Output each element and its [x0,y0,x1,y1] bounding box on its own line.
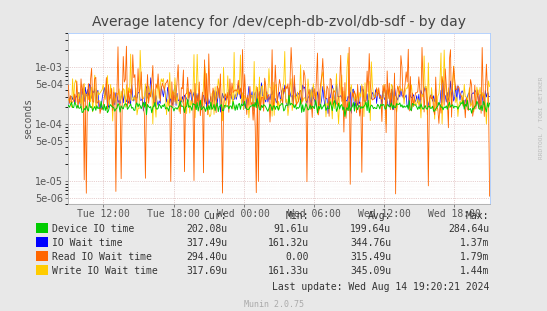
Text: RRDTOOL / TOBI OETIKER: RRDTOOL / TOBI OETIKER [538,77,543,160]
Text: Read IO Wait time: Read IO Wait time [52,252,152,262]
Text: 294.40u: 294.40u [186,252,227,262]
Text: 161.33u: 161.33u [268,266,309,276]
Text: Write IO Wait time: Write IO Wait time [52,266,158,276]
Text: 315.49u: 315.49u [350,252,391,262]
Text: 1.44m: 1.44m [460,266,490,276]
Y-axis label: seconds: seconds [24,98,33,139]
Text: 0.00: 0.00 [286,252,309,262]
Text: 1.79m: 1.79m [460,252,490,262]
Text: 91.61u: 91.61u [274,224,309,234]
Title: Average latency for /dev/ceph-db-zvol/db-sdf - by day: Average latency for /dev/ceph-db-zvol/db… [92,15,466,29]
Text: Device IO time: Device IO time [52,224,134,234]
Text: Max:: Max: [466,211,490,221]
Text: Munin 2.0.75: Munin 2.0.75 [243,300,304,309]
Text: Min:: Min: [286,211,309,221]
Text: Last update: Wed Aug 14 19:20:21 2024: Last update: Wed Aug 14 19:20:21 2024 [272,282,490,292]
Text: 345.09u: 345.09u [350,266,391,276]
Text: 344.76u: 344.76u [350,238,391,248]
Text: 317.69u: 317.69u [186,266,227,276]
Text: 317.49u: 317.49u [186,238,227,248]
Text: 202.08u: 202.08u [186,224,227,234]
Text: 161.32u: 161.32u [268,238,309,248]
Text: Avg:: Avg: [368,211,391,221]
Text: 1.37m: 1.37m [460,238,490,248]
Text: Cur:: Cur: [203,211,227,221]
Text: 199.64u: 199.64u [350,224,391,234]
Text: 284.64u: 284.64u [449,224,490,234]
Text: IO Wait time: IO Wait time [52,238,123,248]
